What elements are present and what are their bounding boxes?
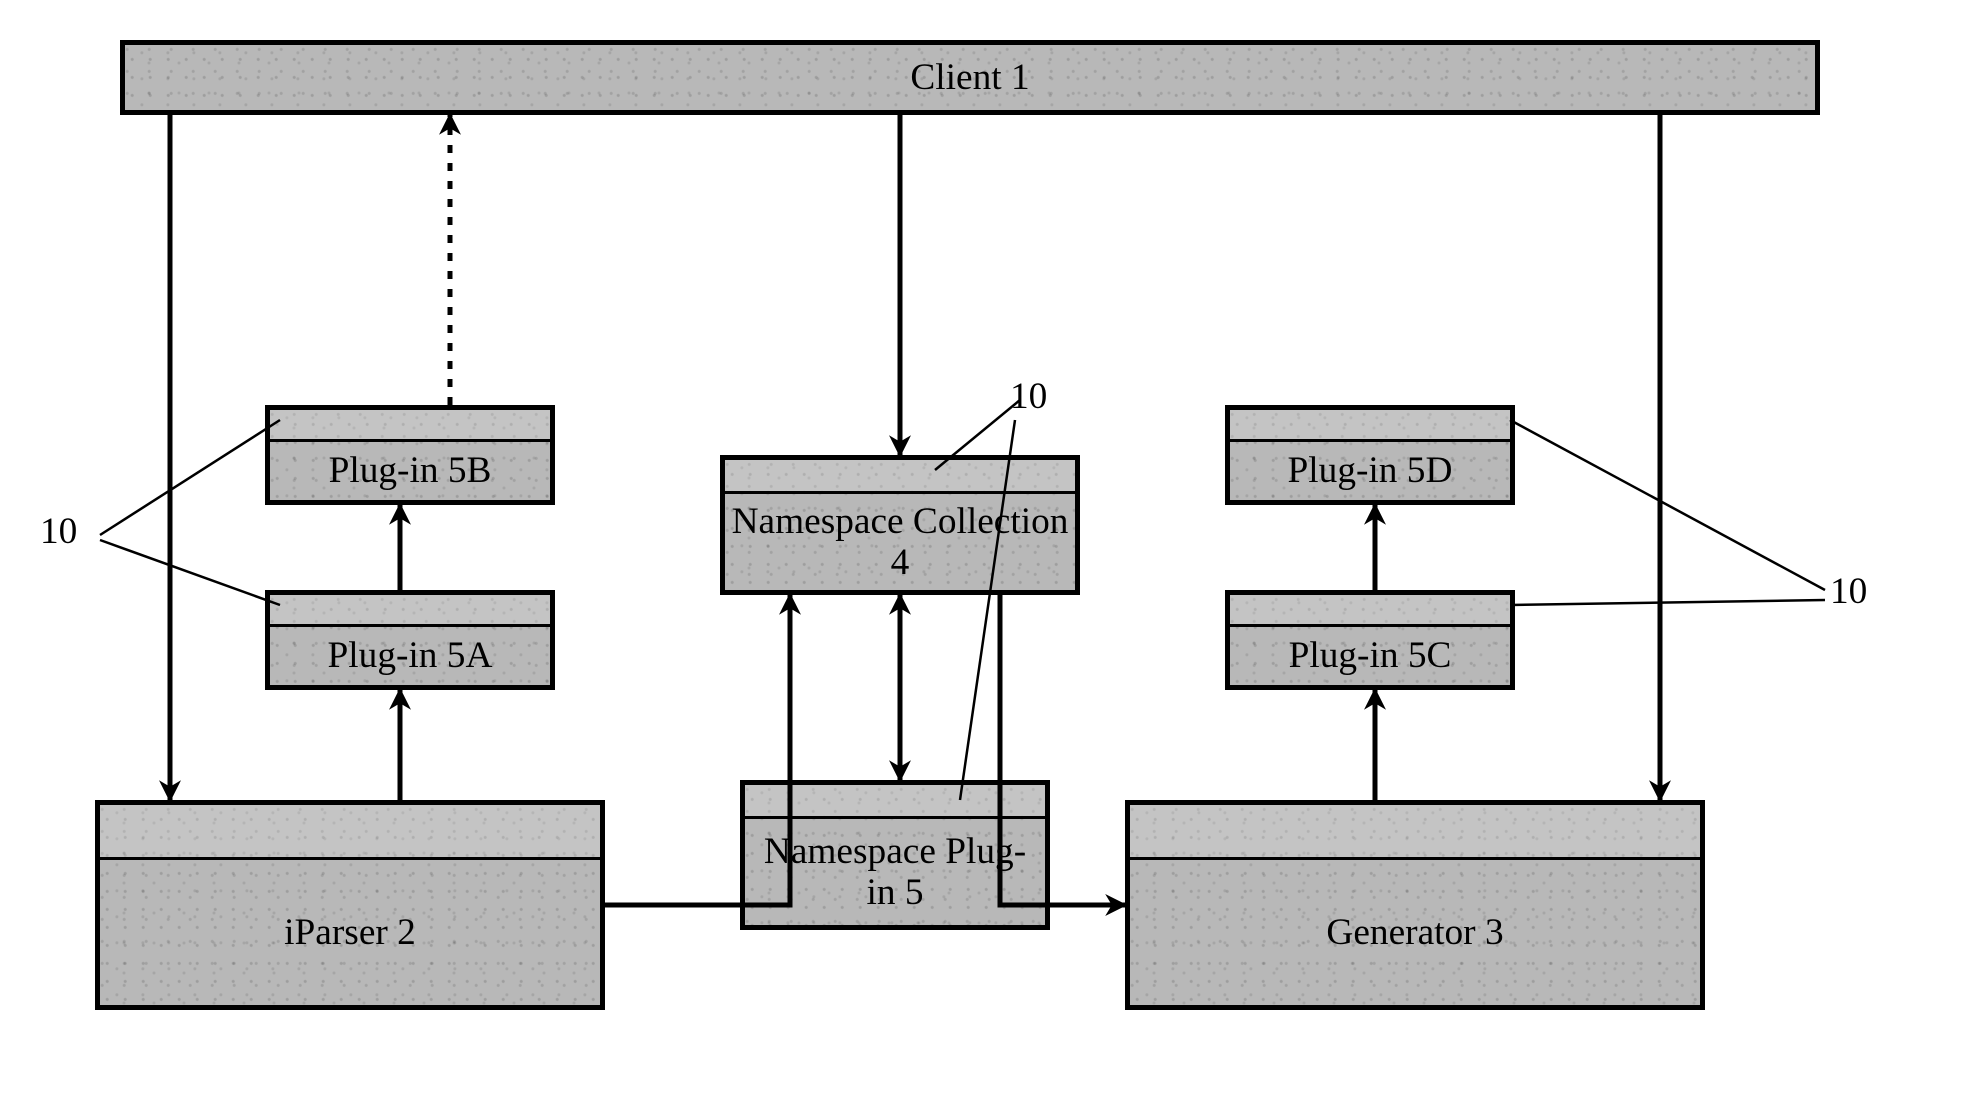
- label-plugin5b: Plug-in 5B: [270, 442, 550, 500]
- strip: [100, 805, 600, 860]
- label-plugin5c: Plug-in 5C: [1230, 627, 1510, 685]
- box-plugin5d: Plug-in 5D: [1225, 405, 1515, 505]
- label-plugin5d: Plug-in 5D: [1230, 442, 1510, 500]
- label-client: Client 1: [125, 45, 1815, 110]
- edge-call-right-to-5c: [1510, 600, 1825, 605]
- strip: [1130, 805, 1700, 860]
- label-parser: iParser 2: [100, 860, 600, 1005]
- box-client: Client 1: [120, 40, 1820, 115]
- callout-10-mid: 10: [1010, 375, 1047, 418]
- callout-10-left: 10: [40, 510, 77, 553]
- strip: [270, 410, 550, 442]
- strip: [725, 460, 1075, 494]
- edge-call-left-to-5b: [100, 420, 280, 535]
- edge-call-right-to-5d: [1510, 420, 1825, 590]
- label-plugin5a: Plug-in 5A: [270, 627, 550, 685]
- strip: [1230, 595, 1510, 627]
- strip: [745, 785, 1045, 819]
- callout-10-right: 10: [1830, 570, 1867, 613]
- label-namespace-plugin: Namespace Plug-in 5: [745, 819, 1045, 925]
- box-namespace-collection: Namespace Collection 4: [720, 455, 1080, 595]
- edge-call-left-to-5a: [100, 540, 280, 605]
- strip: [1230, 410, 1510, 442]
- diagram-canvas: Client 1 Plug-in 5B Plug-in 5A Namespace…: [0, 0, 1967, 1094]
- box-plugin5b: Plug-in 5B: [265, 405, 555, 505]
- label-generator: Generator 3: [1130, 860, 1700, 1005]
- strip: [270, 595, 550, 627]
- box-plugin5c: Plug-in 5C: [1225, 590, 1515, 690]
- label-namespace-collection: Namespace Collection 4: [725, 494, 1075, 590]
- box-namespace-plugin: Namespace Plug-in 5: [740, 780, 1050, 930]
- box-generator: Generator 3: [1125, 800, 1705, 1010]
- box-parser: iParser 2: [95, 800, 605, 1010]
- box-plugin5a: Plug-in 5A: [265, 590, 555, 690]
